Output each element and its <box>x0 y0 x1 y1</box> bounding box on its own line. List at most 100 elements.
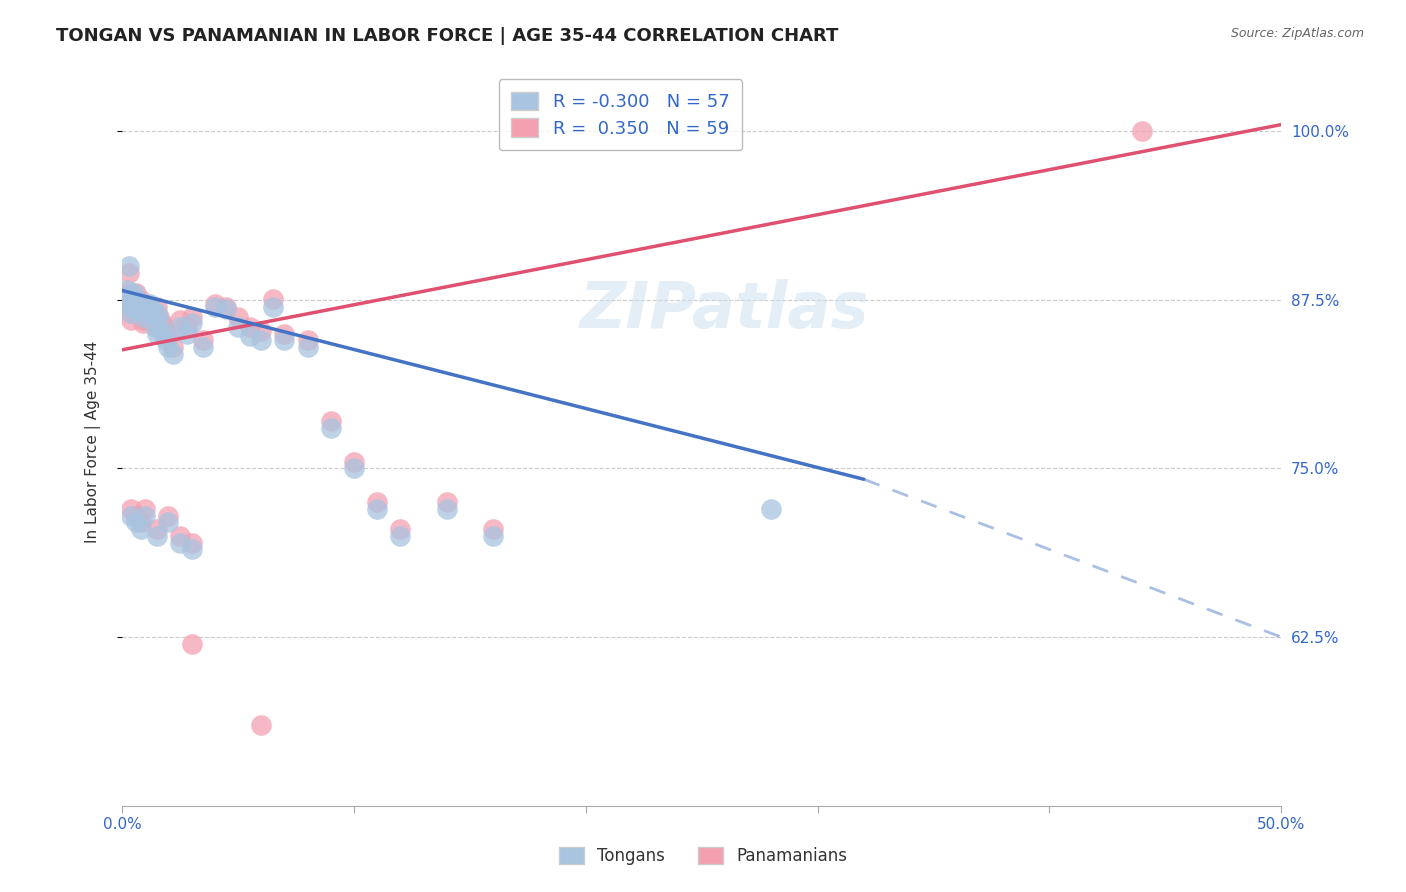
Point <box>176 319 198 334</box>
Point <box>157 329 180 343</box>
Point <box>169 529 191 543</box>
Point <box>250 324 273 338</box>
Point <box>482 529 505 543</box>
Point <box>120 300 142 314</box>
Point <box>139 297 162 311</box>
Point <box>180 637 202 651</box>
Point <box>125 286 148 301</box>
Point <box>120 502 142 516</box>
Point <box>132 316 155 330</box>
Point <box>215 300 238 314</box>
Point <box>114 293 136 307</box>
Point <box>115 293 138 307</box>
Point <box>118 266 141 280</box>
Point <box>120 306 142 320</box>
Point <box>1130 124 1153 138</box>
Point <box>127 297 149 311</box>
Point <box>146 319 169 334</box>
Point <box>115 284 138 298</box>
Point <box>262 300 284 314</box>
Point <box>129 293 152 307</box>
Point <box>132 305 155 319</box>
Legend: R = -0.300   N = 57, R =  0.350   N = 59: R = -0.300 N = 57, R = 0.350 N = 59 <box>499 79 742 151</box>
Point <box>343 455 366 469</box>
Point <box>193 340 215 354</box>
Point <box>141 302 163 317</box>
Y-axis label: In Labor Force | Age 35-44: In Labor Force | Age 35-44 <box>86 341 101 542</box>
Point <box>122 293 145 307</box>
Point <box>180 535 202 549</box>
Point <box>136 313 159 327</box>
Point <box>319 414 342 428</box>
Point <box>148 310 170 325</box>
Point <box>134 302 156 317</box>
Point <box>125 297 148 311</box>
Point <box>134 310 156 325</box>
Point <box>127 300 149 314</box>
Point <box>129 516 152 530</box>
Point <box>146 529 169 543</box>
Point <box>180 542 202 557</box>
Point <box>141 306 163 320</box>
Point <box>129 522 152 536</box>
Point <box>134 508 156 523</box>
Point <box>180 310 202 325</box>
Point <box>139 300 162 314</box>
Point <box>155 324 177 338</box>
Point <box>122 286 145 301</box>
Point <box>134 306 156 320</box>
Point <box>150 324 173 338</box>
Point <box>226 310 249 325</box>
Point <box>176 326 198 341</box>
Point <box>146 306 169 320</box>
Legend: Tongans, Panamanians: Tongans, Panamanians <box>548 837 858 875</box>
Point <box>759 502 782 516</box>
Point <box>153 319 176 334</box>
Point <box>366 502 388 516</box>
Point <box>250 717 273 731</box>
Point <box>215 302 238 317</box>
Point <box>118 259 141 273</box>
Point <box>180 316 202 330</box>
Point <box>297 334 319 348</box>
Point <box>319 421 342 435</box>
Point <box>120 313 142 327</box>
Point <box>132 310 155 325</box>
Point <box>436 502 458 516</box>
Point <box>389 522 412 536</box>
Text: TONGAN VS PANAMANIAN IN LABOR FORCE | AGE 35-44 CORRELATION CHART: TONGAN VS PANAMANIAN IN LABOR FORCE | AG… <box>56 27 838 45</box>
Point <box>125 292 148 306</box>
Point <box>134 502 156 516</box>
Text: ZIPatlas: ZIPatlas <box>581 279 869 342</box>
Point <box>136 306 159 320</box>
Point <box>125 508 148 523</box>
Point <box>134 300 156 314</box>
Point <box>169 535 191 549</box>
Point <box>129 297 152 311</box>
Point <box>157 508 180 523</box>
Point <box>343 461 366 475</box>
Point <box>125 516 148 530</box>
Point <box>239 329 262 343</box>
Point <box>262 292 284 306</box>
Point <box>127 293 149 307</box>
Point <box>122 289 145 303</box>
Point <box>204 300 226 314</box>
Point <box>204 297 226 311</box>
Point <box>146 522 169 536</box>
Point <box>120 508 142 523</box>
Point <box>114 286 136 301</box>
Point <box>146 300 169 314</box>
Point <box>297 340 319 354</box>
Point <box>150 316 173 330</box>
Point <box>162 340 184 354</box>
Point <box>273 326 295 341</box>
Point <box>153 329 176 343</box>
Point <box>125 302 148 317</box>
Point <box>157 516 180 530</box>
Point <box>148 313 170 327</box>
Point <box>250 334 273 348</box>
Point <box>155 334 177 348</box>
Point <box>129 302 152 317</box>
Point <box>157 340 180 354</box>
